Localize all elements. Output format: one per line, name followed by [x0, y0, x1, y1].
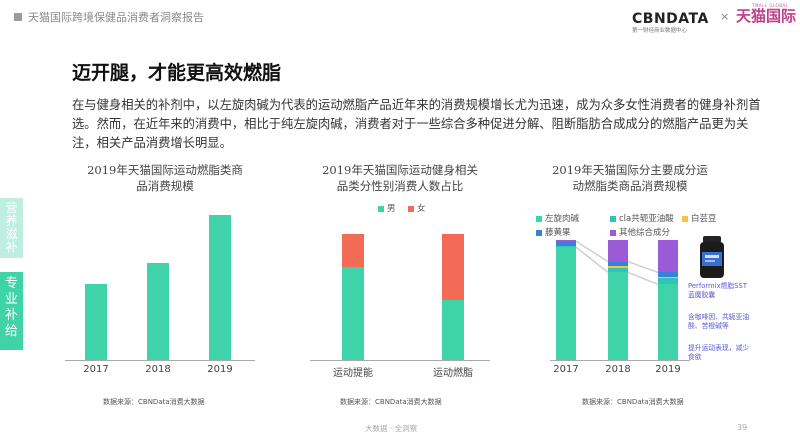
chart3-bar-segment	[658, 272, 678, 278]
chart3-title-line1: 2019年天猫国际分主要成分运	[552, 163, 708, 177]
chart3-legend-item: 白芸豆	[682, 212, 717, 224]
chart3-annotation-line4: 酸、苦橙碱等	[688, 322, 729, 330]
chart3-bar-segment	[658, 277, 678, 279]
chart2-legend-swatch	[408, 205, 414, 212]
chart2-bar-segment	[442, 299, 464, 360]
chart3-legend-item: 藤黄果	[536, 226, 571, 238]
chart2-title-line2: 品类分性别消费人数占比	[336, 179, 464, 193]
supplement-bottle-icon	[700, 236, 724, 278]
chart3-legend-swatch	[536, 215, 542, 222]
chart3-bar-segment	[658, 284, 678, 360]
chart3-legend-label: 藤黄果	[545, 228, 571, 238]
chart3-legend-label: 左旋肉碱	[545, 214, 580, 224]
chart3-annotation-line1: Performix燃脂SST	[688, 282, 747, 290]
chart3-tick-label: 2017	[553, 364, 579, 375]
side-tab-professional[interactable]: 专业补给	[0, 272, 23, 350]
chart3-bar-segment	[556, 246, 576, 248]
chart3-connector-line	[575, 246, 609, 273]
chart2-legend-label: 女	[417, 204, 426, 214]
chart3-bar-segment	[556, 241, 576, 246]
chart2-legend-item: 女	[408, 202, 426, 214]
chart2-title-line1: 2019年天猫国际运动健身相关	[322, 163, 478, 177]
chart1-bar	[209, 214, 231, 360]
chart3-bar-segment	[608, 261, 628, 267]
header-accent-bar	[14, 13, 22, 21]
chart-gender-share: 2019年天猫国际运动健身相关 品类分性别消费人数占比 男 女运动提能 运动燃脂 数…	[300, 160, 500, 410]
chart3-x-axis	[550, 360, 690, 361]
chart1-tick-label: 2017	[83, 364, 109, 375]
chart1-title-line1: 2019年天猫国际运动燃脂类商	[87, 163, 243, 177]
chart3-legend-item: cla共轭亚油酸	[610, 212, 674, 224]
chart3-annotation-line2: 蓝魔胶囊	[688, 291, 716, 299]
side-tab-nutrition[interactable]: 营养滋补	[0, 198, 23, 258]
page-number: 39	[737, 423, 748, 432]
logo-separator: ×	[720, 10, 730, 23]
chart2-legend-swatch	[378, 205, 384, 212]
page-title: 迈开腿，才能更高效燃脂	[72, 62, 282, 84]
tmall-global-logo: 天猫国际	[736, 7, 797, 25]
chart3-legend-swatch	[536, 229, 542, 236]
chart3-annotation-line3: 含咖啡因、共轭亚油	[688, 313, 750, 321]
chart-fat-burning-scale: 2019年天猫国际运动燃脂类商 品消费规模 2017 2018 2019 数据来源：…	[55, 160, 275, 410]
tmall-global-logo-sub: TMALL GLOBAL	[752, 3, 789, 8]
chart3-legend-label: 其他综合成分	[619, 228, 671, 238]
chart1-tick-label: 2018	[145, 364, 171, 375]
chart1-bar	[147, 262, 169, 360]
chart3-annotation-line6: 食欲	[688, 353, 702, 361]
chart3-bar-segment	[608, 266, 628, 268]
side-tab-nutrition-label: 营养滋补	[5, 201, 18, 254]
chart2-x-axis	[310, 360, 490, 361]
chart3-annotation-product: Performix燃脂SST 蓝魔胶囊	[688, 282, 747, 300]
chart3-bar-segment	[608, 267, 628, 273]
chart2-tick-label: 运动提能	[333, 368, 373, 379]
chart3-bar-segment	[556, 247, 576, 360]
chart2-source: 数据来源：CBNData消费大数据	[340, 398, 442, 406]
chart3-connector-line	[575, 240, 609, 263]
chart2-bar-segment	[342, 266, 364, 360]
chart1-source: 数据来源：CBNData消费大数据	[103, 398, 205, 406]
chart3-bar-segment	[608, 240, 628, 262]
chart1-title-line2: 品消费规模	[136, 179, 194, 193]
chart3-legend-swatch	[610, 229, 616, 236]
chart2-bar-segment	[342, 234, 364, 267]
chart3-bar-segment	[556, 240, 576, 242]
chart3-legend-swatch	[682, 215, 688, 222]
chart2-legend-item: 男	[378, 202, 396, 214]
cbndata-logo: CBNDATA	[632, 11, 709, 27]
chart3-tick-label: 2019	[655, 364, 681, 375]
chart3-title-line2: 动燃脂类商品消费规模	[572, 179, 688, 193]
chart1-x-axis	[65, 360, 255, 361]
chart3-bar-segment	[658, 240, 678, 273]
chart3-legend-item: 左旋肉碱	[536, 212, 579, 224]
footer-slogan: 大数据 · 全洞察	[365, 424, 418, 433]
chart3-legend-swatch	[610, 215, 616, 222]
chart3-annotation-benefit: 提升运动表现，减少 食欲	[688, 344, 749, 362]
chart3-title: 2019年天猫国际分主要成分运 动燃脂类商品消费规模	[530, 162, 730, 194]
report-title: 天猫国际跨境保健品消费者洞察报告	[28, 11, 204, 24]
side-tab-professional-label: 专业补给	[4, 276, 18, 339]
chart2-tick-label: 运动燃脂	[433, 368, 473, 379]
cbndata-logo-sub: 第一财经商业数据中心	[632, 28, 688, 34]
chart2-legend-label: 男	[387, 204, 396, 214]
chart3-source: 数据来源：CBNData消费大数据	[582, 398, 684, 406]
intro-paragraph: 在与健身相关的补剂中，以左旋肉碱为代表的运动燃脂产品近年来的消费规模增长尤为迅速…	[72, 98, 761, 150]
chart3-annotation-line5: 提升运动表现，减少	[688, 344, 750, 352]
chart2-bar-segment	[442, 234, 464, 300]
chart3-bar-segment	[658, 278, 678, 285]
chart3-bar-segment	[608, 272, 628, 360]
chart1-tick-label: 2019	[207, 364, 233, 375]
chart3-annotation-ingredients: 含咖啡因、共轭亚油 酸、苦橙碱等	[688, 313, 749, 331]
chart3-tick-label: 2018	[605, 364, 631, 375]
brand-logo: CBNDATA 第一财经商业数据中心 × 天猫国际 TMALL GLOBAL	[632, 3, 796, 34]
chart2-title: 2019年天猫国际运动健身相关 品类分性别消费人数占比	[300, 162, 500, 194]
chart3-legend-label: 白芸豆	[691, 214, 717, 224]
chart3-connector-line	[627, 271, 659, 286]
chart3-legend-label: cla共轭亚油酸	[619, 214, 674, 224]
chart3-connector-line	[627, 260, 659, 274]
chart-ingredient-scale: 2019年天猫国际分主要成分运 动燃脂类商品消费规模 左旋肉碱 cla共轭亚油酸 白…	[530, 160, 790, 410]
chart3-legend-item: 其他综合成分	[610, 226, 670, 238]
chart1-bar	[85, 284, 107, 360]
chart3-connectors	[575, 240, 659, 286]
chart1-title: 2019年天猫国际运动燃脂类商 品消费规模	[55, 162, 275, 194]
